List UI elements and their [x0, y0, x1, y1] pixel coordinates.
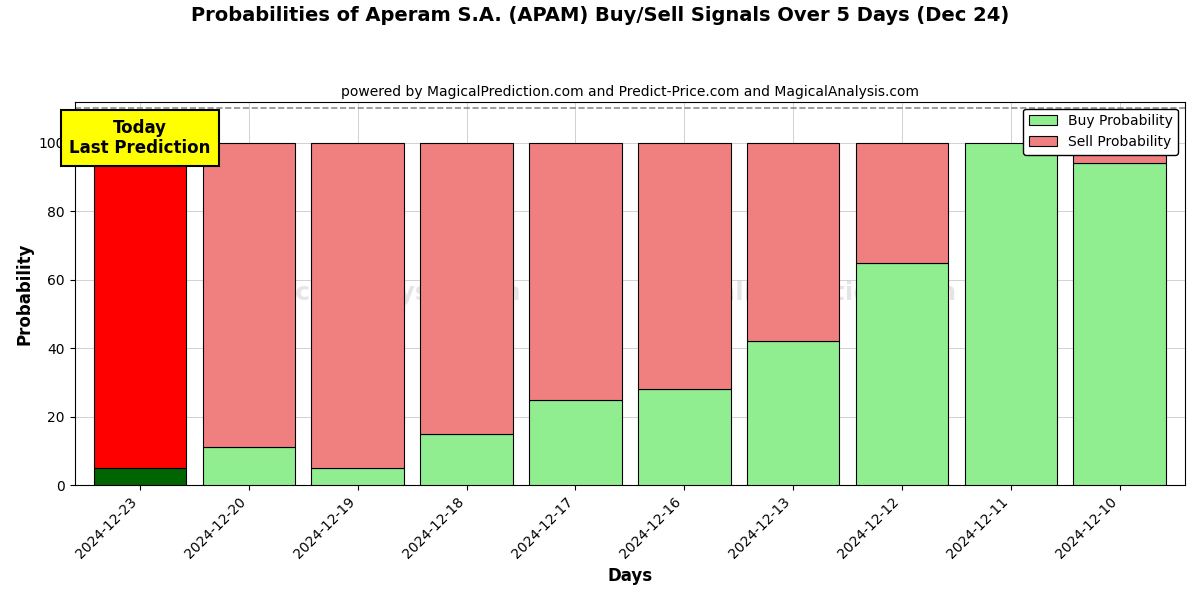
Text: MagicalPrediction.com: MagicalPrediction.com — [636, 281, 958, 305]
Bar — [529, 400, 622, 485]
Legend: Buy Probability, Sell Probability: Buy Probability, Sell Probability — [1024, 109, 1178, 155]
Bar — [312, 468, 404, 485]
Bar — [94, 143, 186, 468]
Bar — [203, 448, 295, 485]
Bar — [420, 434, 512, 485]
Text: MagicalAnalysis.com: MagicalAnalysis.com — [228, 281, 521, 305]
Bar — [420, 143, 512, 434]
Bar — [1074, 163, 1166, 485]
Bar — [638, 143, 731, 389]
Bar — [856, 143, 948, 263]
Bar — [856, 263, 948, 485]
Bar — [312, 143, 404, 468]
Bar — [638, 389, 731, 485]
Bar — [965, 143, 1057, 485]
Y-axis label: Probability: Probability — [16, 242, 34, 344]
Bar — [94, 468, 186, 485]
Bar — [746, 143, 839, 341]
Text: Today
Last Prediction: Today Last Prediction — [70, 119, 211, 157]
Bar — [746, 341, 839, 485]
Bar — [1074, 143, 1166, 163]
Text: Probabilities of Aperam S.A. (APAM) Buy/Sell Signals Over 5 Days (Dec 24): Probabilities of Aperam S.A. (APAM) Buy/… — [191, 6, 1009, 25]
Bar — [203, 143, 295, 448]
X-axis label: Days: Days — [607, 567, 653, 585]
Title: powered by MagicalPrediction.com and Predict-Price.com and MagicalAnalysis.com: powered by MagicalPrediction.com and Pre… — [341, 85, 919, 99]
Bar — [529, 143, 622, 400]
